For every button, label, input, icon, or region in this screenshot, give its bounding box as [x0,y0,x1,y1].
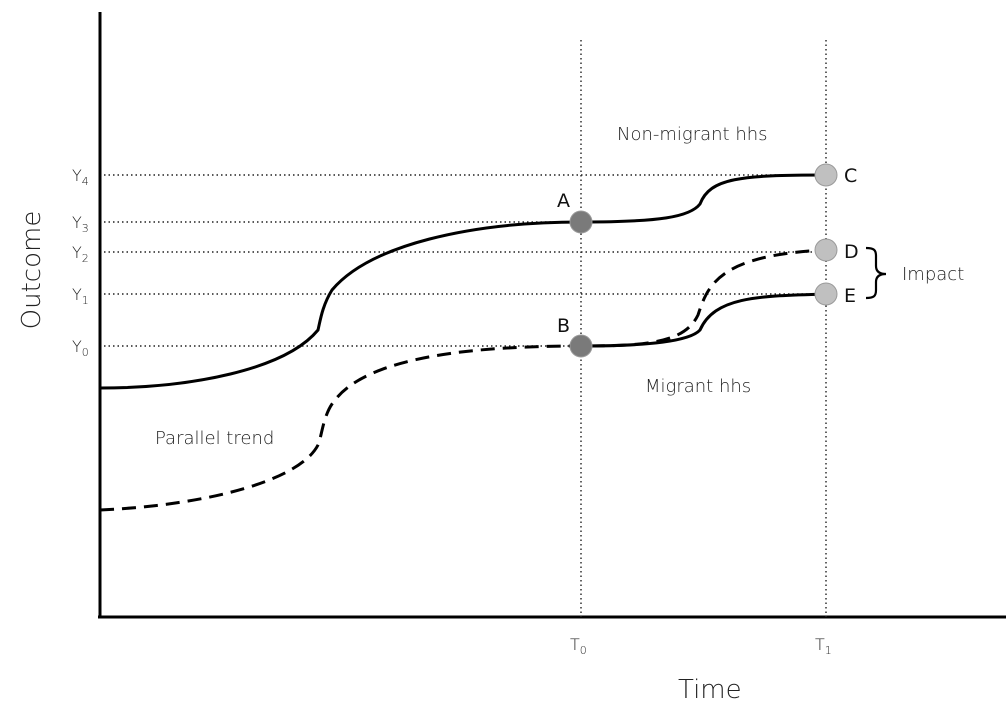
migrant-curve [580,292,827,348]
impact-brace [865,246,887,300]
y1-tick-label: Y1 [72,285,89,307]
point-c-marker [814,163,838,187]
x-axis-title: Time [678,675,742,704]
y0-tick-label: Y0 [72,337,89,359]
point-b-marker [569,334,593,358]
point-c-label: C [844,165,857,187]
point-e-marker [814,282,838,306]
non-migrant-curve [99,173,827,390]
non-migrant-label: Non-migrant hhs [617,124,768,145]
y-axis-title: Outcome [17,211,47,330]
point-d-label: D [844,241,859,263]
point-b-label: B [557,315,570,337]
y4-tick-label: Y4 [72,166,89,188]
y3-tick-label: Y3 [72,213,89,235]
point-e-label: E [844,285,856,307]
point-a-label: A [557,190,570,212]
parallel-trend-label: Parallel trend [155,428,274,449]
t0-tick-label: T0 [570,635,587,657]
y2-tick-label: Y2 [72,243,89,265]
parallel-trend-curve [99,248,827,512]
impact-label: Impact [902,264,964,285]
migrant-label: Migrant hhs [645,376,751,397]
point-d-marker [814,238,838,262]
point-a-marker [569,210,593,234]
t1-tick-label: T1 [815,635,832,657]
